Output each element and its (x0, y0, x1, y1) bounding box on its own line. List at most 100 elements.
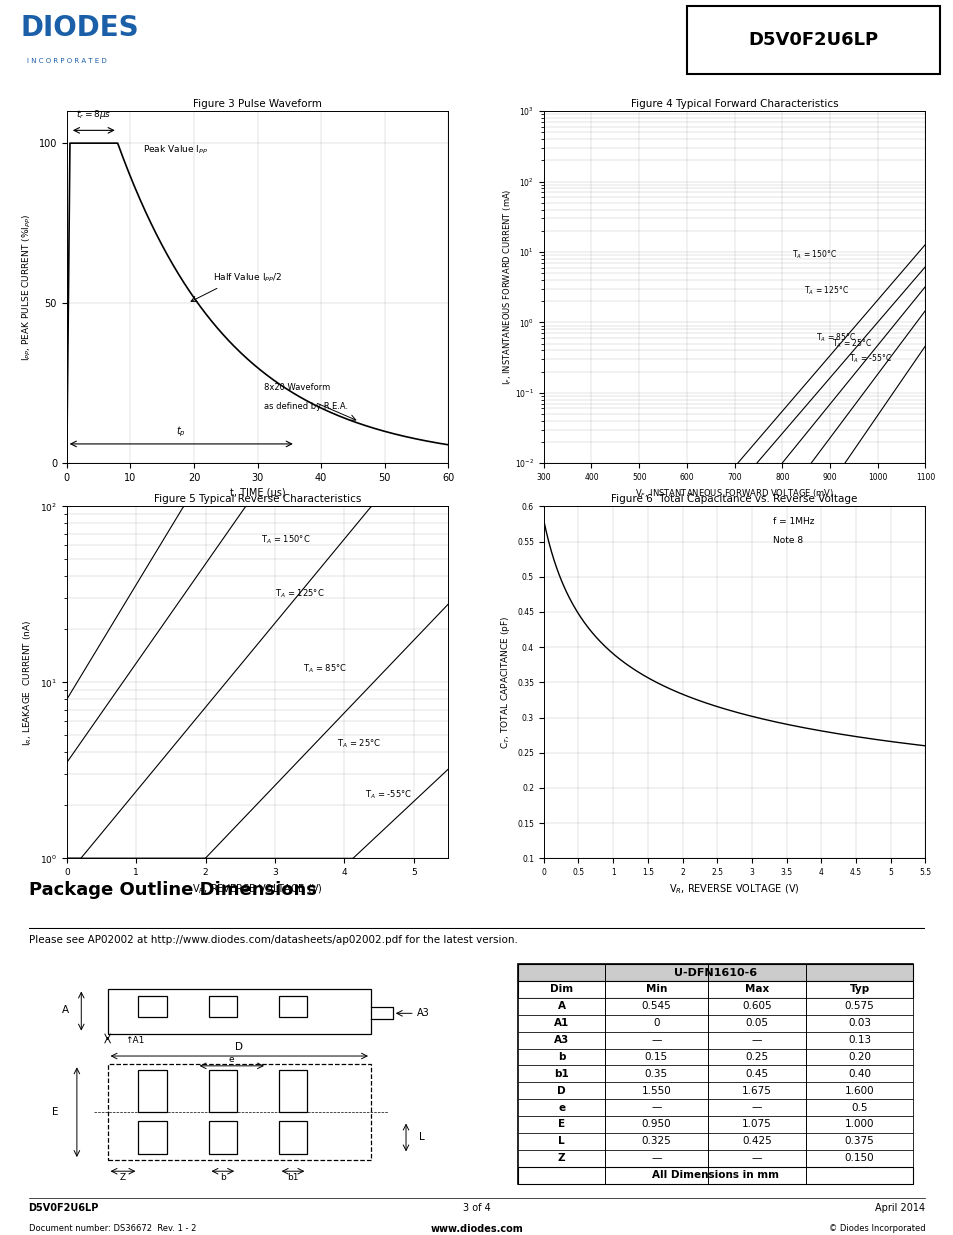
Text: Min: Min (645, 984, 666, 994)
Text: 0.605: 0.605 (741, 1002, 771, 1011)
Bar (278, 1070, 307, 1113)
Text: A3: A3 (416, 1008, 429, 1019)
Text: D5V0F2U6LP: D5V0F2U6LP (748, 31, 878, 49)
Text: A: A (558, 1002, 565, 1011)
Text: 1.600: 1.600 (843, 1086, 873, 1095)
Text: 0.325: 0.325 (640, 1136, 671, 1146)
Bar (517, 1099, 912, 1116)
Text: as defined by R.E.A.: as defined by R.E.A. (264, 401, 348, 411)
Text: E: E (558, 1119, 564, 1130)
Text: L: L (418, 1132, 424, 1142)
X-axis label: V$_R$, REVERSE VOLTAGE (V): V$_R$, REVERSE VOLTAGE (V) (669, 883, 799, 897)
Text: 0: 0 (653, 1018, 659, 1029)
Bar (517, 965, 912, 981)
X-axis label: t, TIME (μs): t, TIME (μs) (230, 488, 285, 499)
Text: Dim: Dim (550, 984, 573, 994)
Bar (517, 1150, 912, 1167)
Text: T$_A$ = 150°C: T$_A$ = 150°C (791, 249, 836, 262)
Text: 0.45: 0.45 (744, 1068, 768, 1079)
Text: A1: A1 (554, 1018, 569, 1029)
Bar (517, 1167, 912, 1183)
Text: Half Value I$_{PP}$/2: Half Value I$_{PP}$/2 (213, 272, 282, 284)
Bar (209, 1120, 236, 1155)
Text: Please see AP02002 at http://www.diodes.com/datasheets/ap02002.pdf for the lates: Please see AP02002 at http://www.diodes.… (29, 935, 517, 945)
Text: Peak Value I$_{PP}$: Peak Value I$_{PP}$ (143, 143, 208, 156)
Text: A: A (62, 1004, 70, 1015)
Text: Note 8: Note 8 (772, 536, 802, 545)
Y-axis label: I$_R$, LEAKAGE  CURRENT (nA): I$_R$, LEAKAGE CURRENT (nA) (22, 619, 34, 746)
Text: D: D (557, 1086, 565, 1095)
Text: 0.35: 0.35 (644, 1068, 667, 1079)
Text: —: — (651, 1153, 660, 1163)
Text: I N C O R P O R A T E D: I N C O R P O R A T E D (27, 58, 107, 64)
Text: Document number: DS36672  Rev. 1 - 2: Document number: DS36672 Rev. 1 - 2 (29, 1224, 195, 1233)
Text: e: e (229, 1055, 234, 1063)
Text: 0.5: 0.5 (850, 1103, 867, 1113)
Y-axis label: I$_F$, INSTANTANEOUS FORWARD CURRENT (mA): I$_F$, INSTANTANEOUS FORWARD CURRENT (mA… (500, 189, 513, 385)
X-axis label: V$_R$, REVERSE VOLTAGE (V): V$_R$, REVERSE VOLTAGE (V) (193, 883, 322, 897)
Text: b: b (220, 1173, 226, 1182)
Text: Max: Max (744, 984, 768, 994)
Text: 1.550: 1.550 (640, 1086, 671, 1095)
Bar (517, 981, 912, 998)
Y-axis label: I$_{PP}$, PEAK PULSE CURRENT (%I$_{PP}$): I$_{PP}$, PEAK PULSE CURRENT (%I$_{PP}$) (21, 214, 33, 361)
Text: E: E (51, 1108, 58, 1118)
Bar (517, 1031, 912, 1049)
Text: 0.03: 0.03 (847, 1018, 870, 1029)
Text: D5V0F2U6LP: D5V0F2U6LP (29, 1203, 99, 1213)
Y-axis label: C$_T$, TOTAL CAPACITANCE (pF): C$_T$, TOTAL CAPACITANCE (pF) (498, 615, 511, 750)
Text: 0.15: 0.15 (644, 1052, 667, 1062)
Text: A3: A3 (554, 1035, 569, 1045)
X-axis label: V$_F$, INSTANTANEOUS FORWARD VOLTAGE (mV): V$_F$, INSTANTANEOUS FORWARD VOLTAGE (mV… (635, 488, 833, 500)
Text: 0.13: 0.13 (847, 1035, 870, 1045)
Text: 0.575: 0.575 (843, 1002, 874, 1011)
Text: —: — (651, 1035, 660, 1045)
FancyBboxPatch shape (686, 6, 939, 74)
Text: Z: Z (558, 1153, 565, 1163)
Text: 0.375: 0.375 (843, 1136, 874, 1146)
Text: e: e (558, 1103, 564, 1113)
Text: Package Outline Dimensions: Package Outline Dimensions (29, 881, 316, 899)
Text: U-DFN1610-6: U-DFN1610-6 (673, 967, 757, 978)
Bar (209, 1070, 236, 1113)
Bar (209, 995, 236, 1016)
Title: Figure 6  Total Capacitance vs. Reverse Voltage: Figure 6 Total Capacitance vs. Reverse V… (611, 494, 857, 504)
Bar (517, 1015, 912, 1031)
Text: 0.425: 0.425 (741, 1136, 771, 1146)
Text: b: b (558, 1052, 565, 1062)
Text: T$_A$ = 25°C: T$_A$ = 25°C (831, 337, 872, 350)
Title: Figure 4 Typical Forward Characteristics: Figure 4 Typical Forward Characteristics (630, 99, 838, 109)
Text: —: — (651, 1103, 660, 1113)
Bar (278, 1120, 307, 1155)
Text: ↑A1: ↑A1 (125, 1036, 145, 1045)
Text: Z: Z (120, 1173, 126, 1182)
Text: 0.40: 0.40 (847, 1068, 870, 1079)
Text: DIODES: DIODES (21, 15, 139, 42)
Text: T$_A$ = 125°C: T$_A$ = 125°C (274, 587, 324, 600)
Bar (517, 1066, 912, 1082)
Text: L: L (558, 1136, 564, 1146)
Text: 0.150: 0.150 (843, 1153, 873, 1163)
Text: T$_A$ = -55°C: T$_A$ = -55°C (365, 788, 412, 802)
Text: © Diodes Incorporated: © Diodes Incorporated (828, 1224, 924, 1233)
Title: Figure 3 Pulse Waveform: Figure 3 Pulse Waveform (193, 99, 322, 109)
Text: 0.545: 0.545 (640, 1002, 671, 1011)
Text: April 2014: April 2014 (874, 1203, 924, 1213)
Bar (517, 1116, 912, 1132)
Bar (517, 1132, 912, 1150)
Text: Typ: Typ (848, 984, 869, 994)
Text: D: D (235, 1042, 243, 1052)
Text: b1: b1 (554, 1068, 568, 1079)
Bar (108, 1065, 371, 1160)
Text: 0.20: 0.20 (847, 1052, 870, 1062)
Text: 0.25: 0.25 (744, 1052, 768, 1062)
Text: T$_A$ = 85°C: T$_A$ = 85°C (815, 332, 855, 345)
Text: All Dimensions in mm: All Dimensions in mm (651, 1170, 779, 1181)
Bar (138, 1070, 167, 1113)
Text: 0.05: 0.05 (744, 1018, 767, 1029)
Text: 1.675: 1.675 (741, 1086, 771, 1095)
Text: T$_A$ = 150°C: T$_A$ = 150°C (261, 534, 310, 546)
Text: —: — (751, 1103, 761, 1113)
Bar (517, 998, 912, 1015)
Bar (517, 1049, 912, 1066)
